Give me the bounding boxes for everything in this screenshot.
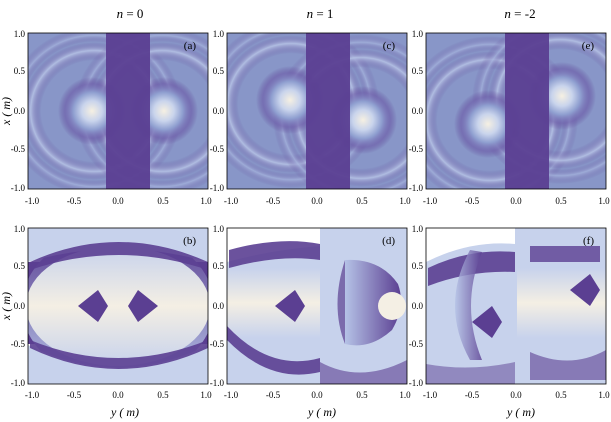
y-ticks-row1: 1.0 0.5 0.0 -0.5 -1.0 1.0 0.5 0.0 -0.5 -… [11,29,424,193]
svg-text:1.0: 1.0 [14,224,26,234]
panel-label-d: (d) [382,235,395,247]
svg-text:-0.5: -0.5 [67,196,82,206]
xlabel-col1: y ( m) [110,405,139,419]
panel-label-e: (e) [582,40,595,52]
column-title-n0: n = 0 [117,6,144,21]
panel-label-c: (c) [383,40,396,52]
svg-text:-1.0: -1.0 [25,196,40,206]
svg-text:0.0: 0.0 [510,390,522,400]
svg-text:-1.0: -1.0 [224,390,239,400]
svg-text:0.0: 0.0 [311,196,323,206]
svg-text:-1.0: -1.0 [423,196,438,206]
svg-text:1.0: 1.0 [399,390,411,400]
svg-text:0.5: 0.5 [555,390,567,400]
svg-text:0.0: 0.0 [510,196,522,206]
svg-text:-0.5: -0.5 [11,144,26,154]
panel-f [426,228,606,384]
svg-text:1.0: 1.0 [399,196,411,206]
svg-text:-1.0: -1.0 [210,378,225,388]
ylabel-row2: x ( m) [0,292,13,321]
xlabel-col2: y ( m) [307,405,336,419]
svg-text:0.5: 0.5 [157,196,169,206]
svg-text:0.0: 0.0 [14,301,26,311]
svg-text:-0.5: -0.5 [266,390,281,400]
svg-text:0.0: 0.0 [213,301,225,311]
column-title-n-neg2: n = -2 [504,6,535,21]
svg-text:0.5: 0.5 [356,390,368,400]
svg-text:0.0: 0.0 [311,390,323,400]
svg-text:0.5: 0.5 [412,261,424,271]
ylabel-row1: x ( m) [0,97,13,126]
panel-label-b: (b) [183,235,196,247]
svg-text:-0.5: -0.5 [409,144,424,154]
column-title-n1: n = 1 [307,6,334,21]
svg-text:0.0: 0.0 [14,106,26,116]
svg-text:1.0: 1.0 [14,29,26,39]
panel-e-frame [425,32,607,190]
svg-text:1.0: 1.0 [213,29,225,39]
svg-text:-0.5: -0.5 [11,339,26,349]
svg-text:0.0: 0.0 [412,106,424,116]
svg-text:0.5: 0.5 [213,66,225,76]
panel-b [28,228,208,384]
svg-text:1.0: 1.0 [200,196,212,206]
svg-text:1.0: 1.0 [412,224,424,234]
svg-text:-0.5: -0.5 [210,144,225,154]
svg-text:-1.0: -1.0 [11,183,26,193]
svg-text:0.5: 0.5 [555,196,567,206]
svg-text:0.5: 0.5 [157,390,169,400]
svg-text:-1.0: -1.0 [409,378,424,388]
svg-text:-0.5: -0.5 [465,390,480,400]
svg-text:-0.5: -0.5 [409,339,424,349]
svg-text:0.0: 0.0 [112,390,124,400]
svg-text:-0.5: -0.5 [266,196,281,206]
y-ticks-row2: 1.0 0.5 0.0 -0.5 -1.0 1.0 0.5 0.0 -0.5 -… [11,224,424,388]
svg-text:-0.5: -0.5 [210,339,225,349]
xlabel-col3: y ( m) [506,405,535,419]
svg-text:0.5: 0.5 [14,66,26,76]
svg-text:-1.0: -1.0 [224,196,239,206]
panel-b-frame [27,227,209,385]
panel-a [28,33,208,189]
svg-text:-0.5: -0.5 [67,390,82,400]
svg-text:0.5: 0.5 [412,66,424,76]
svg-text:-1.0: -1.0 [423,390,438,400]
svg-text:0.0: 0.0 [412,301,424,311]
svg-text:0.0: 0.0 [112,196,124,206]
panel-d-frame [226,227,408,385]
svg-text:-1.0: -1.0 [210,183,225,193]
panel-c [227,33,407,189]
panel-c-frame [226,32,408,190]
x-ticks-row2: -1.0 -0.5 0.0 0.5 1.0 -1.0 -0.5 0.0 0.5 … [25,390,610,400]
svg-text:0.0: 0.0 [213,106,225,116]
svg-text:1.0: 1.0 [200,390,212,400]
panel-f-frame [425,227,607,385]
x-ticks-row1: -1.0 -0.5 0.0 0.5 1.0 -1.0 -0.5 0.0 0.5 … [25,196,610,206]
panel-a-frame [27,32,209,190]
svg-text:1.0: 1.0 [598,390,610,400]
svg-text:0.5: 0.5 [14,261,26,271]
panel-d [227,228,407,384]
svg-text:0.5: 0.5 [213,261,225,271]
svg-text:-1.0: -1.0 [11,378,26,388]
svg-text:-1.0: -1.0 [409,183,424,193]
svg-text:0.5: 0.5 [356,196,368,206]
svg-text:-0.5: -0.5 [465,196,480,206]
svg-text:1.0: 1.0 [598,196,610,206]
panel-label-a: (a) [184,40,197,52]
svg-text:1.0: 1.0 [213,224,225,234]
panel-label-f: (f) [583,235,594,247]
svg-text:1.0: 1.0 [412,29,424,39]
panel-e [426,33,606,189]
svg-text:-1.0: -1.0 [25,390,40,400]
